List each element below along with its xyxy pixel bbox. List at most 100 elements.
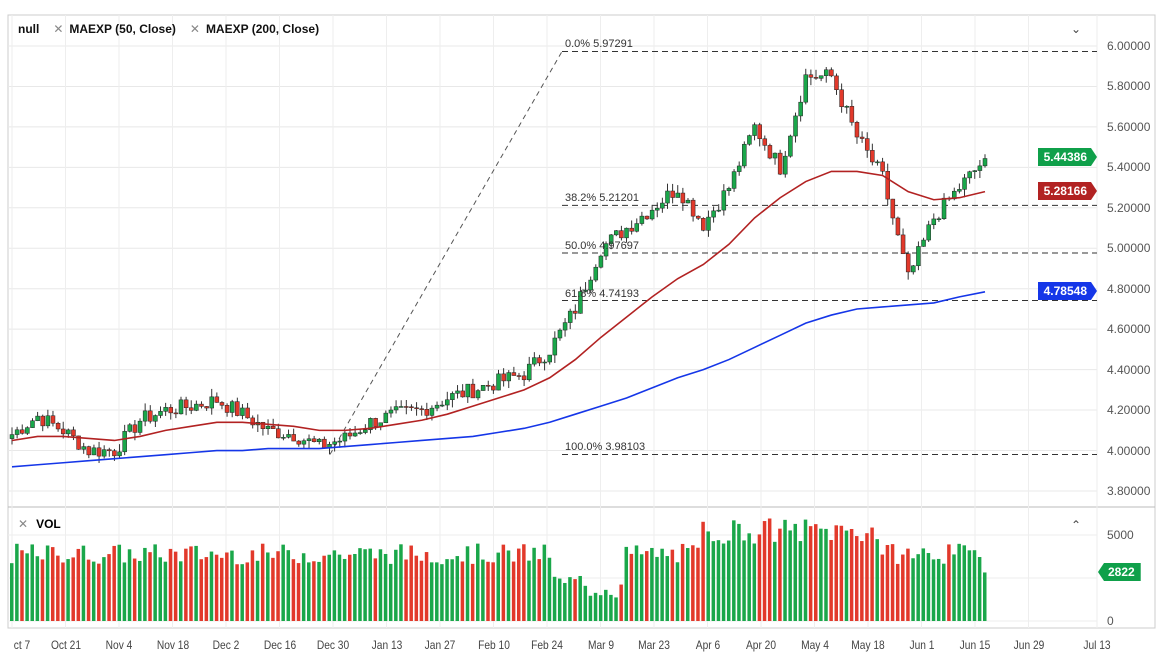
candle bbox=[363, 429, 368, 433]
y-tick-label: 3.80000 bbox=[1107, 483, 1151, 498]
candle bbox=[194, 403, 199, 411]
volume-bar bbox=[342, 558, 347, 621]
volume-bar bbox=[184, 548, 188, 621]
volume-bar bbox=[173, 551, 178, 621]
candle bbox=[163, 407, 168, 412]
candle bbox=[624, 227, 629, 239]
volume-bar bbox=[301, 553, 306, 621]
candle bbox=[55, 423, 61, 430]
candle bbox=[736, 165, 742, 172]
candle bbox=[224, 405, 230, 413]
candle bbox=[347, 432, 353, 437]
candle bbox=[383, 412, 389, 424]
volume-bar bbox=[496, 552, 500, 621]
candle bbox=[701, 218, 706, 231]
volume-bar bbox=[20, 550, 24, 621]
candle bbox=[132, 424, 138, 433]
candle bbox=[153, 415, 158, 422]
volume-bar bbox=[645, 551, 649, 621]
remove-ema50-icon[interactable]: ✕ bbox=[53, 22, 64, 36]
candle bbox=[357, 432, 363, 434]
volume-bar bbox=[394, 549, 398, 621]
candle bbox=[742, 143, 747, 167]
volume-bar bbox=[829, 539, 833, 621]
candle bbox=[506, 372, 511, 382]
volume-bar bbox=[45, 545, 50, 621]
candle bbox=[19, 429, 25, 434]
candle bbox=[859, 136, 865, 139]
volume-bar bbox=[527, 560, 531, 621]
volume-bar bbox=[532, 547, 536, 621]
candle bbox=[404, 406, 409, 408]
x-tick-label: ct 7 bbox=[13, 638, 31, 652]
candle bbox=[972, 170, 978, 172]
volume-bar bbox=[363, 549, 367, 621]
volume-bar bbox=[875, 539, 879, 621]
volume-bar bbox=[691, 545, 695, 621]
x-tick-label: Dec 2 bbox=[212, 638, 240, 652]
fib-label: 50.0% 4.97697 bbox=[565, 239, 640, 252]
volume-bar bbox=[860, 541, 864, 621]
fib-trend-line[interactable] bbox=[329, 51, 563, 455]
candle bbox=[183, 399, 189, 409]
candle bbox=[501, 373, 506, 382]
candle bbox=[460, 390, 465, 398]
volume-bar bbox=[665, 556, 669, 621]
remove-ema200-icon[interactable]: ✕ bbox=[189, 22, 200, 36]
candle bbox=[470, 383, 476, 399]
candle bbox=[291, 434, 296, 442]
volume-bar bbox=[650, 547, 654, 621]
candle bbox=[685, 199, 691, 204]
candle bbox=[967, 171, 972, 179]
collapse-chevron-icon[interactable]: ⌄ bbox=[1070, 22, 1081, 36]
candle bbox=[209, 396, 214, 409]
candle bbox=[511, 372, 517, 376]
candle bbox=[644, 215, 650, 220]
candle bbox=[317, 438, 322, 442]
volume-bar bbox=[516, 548, 521, 621]
candle bbox=[424, 409, 430, 416]
volume-bar bbox=[957, 543, 961, 621]
volume-bar bbox=[593, 592, 598, 621]
volume-bar bbox=[470, 563, 475, 621]
chart-legend: null ✕ MAEXP (50, Close) ✕ MAEXP (200, Clo… bbox=[18, 22, 319, 36]
volume-bar bbox=[143, 547, 147, 621]
candle bbox=[112, 450, 117, 457]
volume-bar bbox=[399, 544, 403, 621]
candle bbox=[219, 402, 225, 406]
remove-vol-icon[interactable]: ✕ bbox=[18, 517, 29, 531]
y-tick-label: 5.80000 bbox=[1107, 79, 1151, 94]
volume-bar bbox=[455, 556, 460, 621]
candle bbox=[542, 361, 547, 364]
x-tick-label: Apr 6 bbox=[695, 638, 720, 652]
candle bbox=[306, 438, 312, 441]
candle bbox=[270, 425, 276, 429]
candle bbox=[890, 198, 896, 219]
x-tick-label: Jun 15 bbox=[959, 638, 991, 652]
candle bbox=[526, 363, 532, 381]
candle bbox=[434, 404, 440, 409]
volume-bar bbox=[604, 589, 608, 621]
volume-bar bbox=[680, 543, 685, 621]
candle bbox=[762, 138, 768, 146]
y-tick-label: 5.20000 bbox=[1107, 200, 1151, 215]
candle bbox=[281, 437, 286, 439]
volume-bar bbox=[327, 554, 332, 621]
last-price-tag: 5.44386 bbox=[1038, 148, 1097, 166]
volume-bar bbox=[178, 561, 183, 621]
volume-bar bbox=[122, 562, 127, 621]
volume-bar bbox=[901, 554, 905, 621]
volume-bar bbox=[286, 550, 291, 621]
volume-bar bbox=[255, 560, 260, 621]
candle bbox=[71, 429, 76, 437]
x-tick-label: Jul 13 bbox=[1083, 638, 1111, 652]
volume-bar bbox=[747, 533, 751, 621]
candle bbox=[880, 161, 885, 172]
volume-bar bbox=[803, 519, 808, 621]
volume-bar bbox=[844, 530, 849, 621]
volume-bar bbox=[491, 562, 495, 621]
candle bbox=[834, 75, 839, 91]
volume-collapse-icon[interactable]: ⌃ bbox=[1070, 518, 1081, 532]
